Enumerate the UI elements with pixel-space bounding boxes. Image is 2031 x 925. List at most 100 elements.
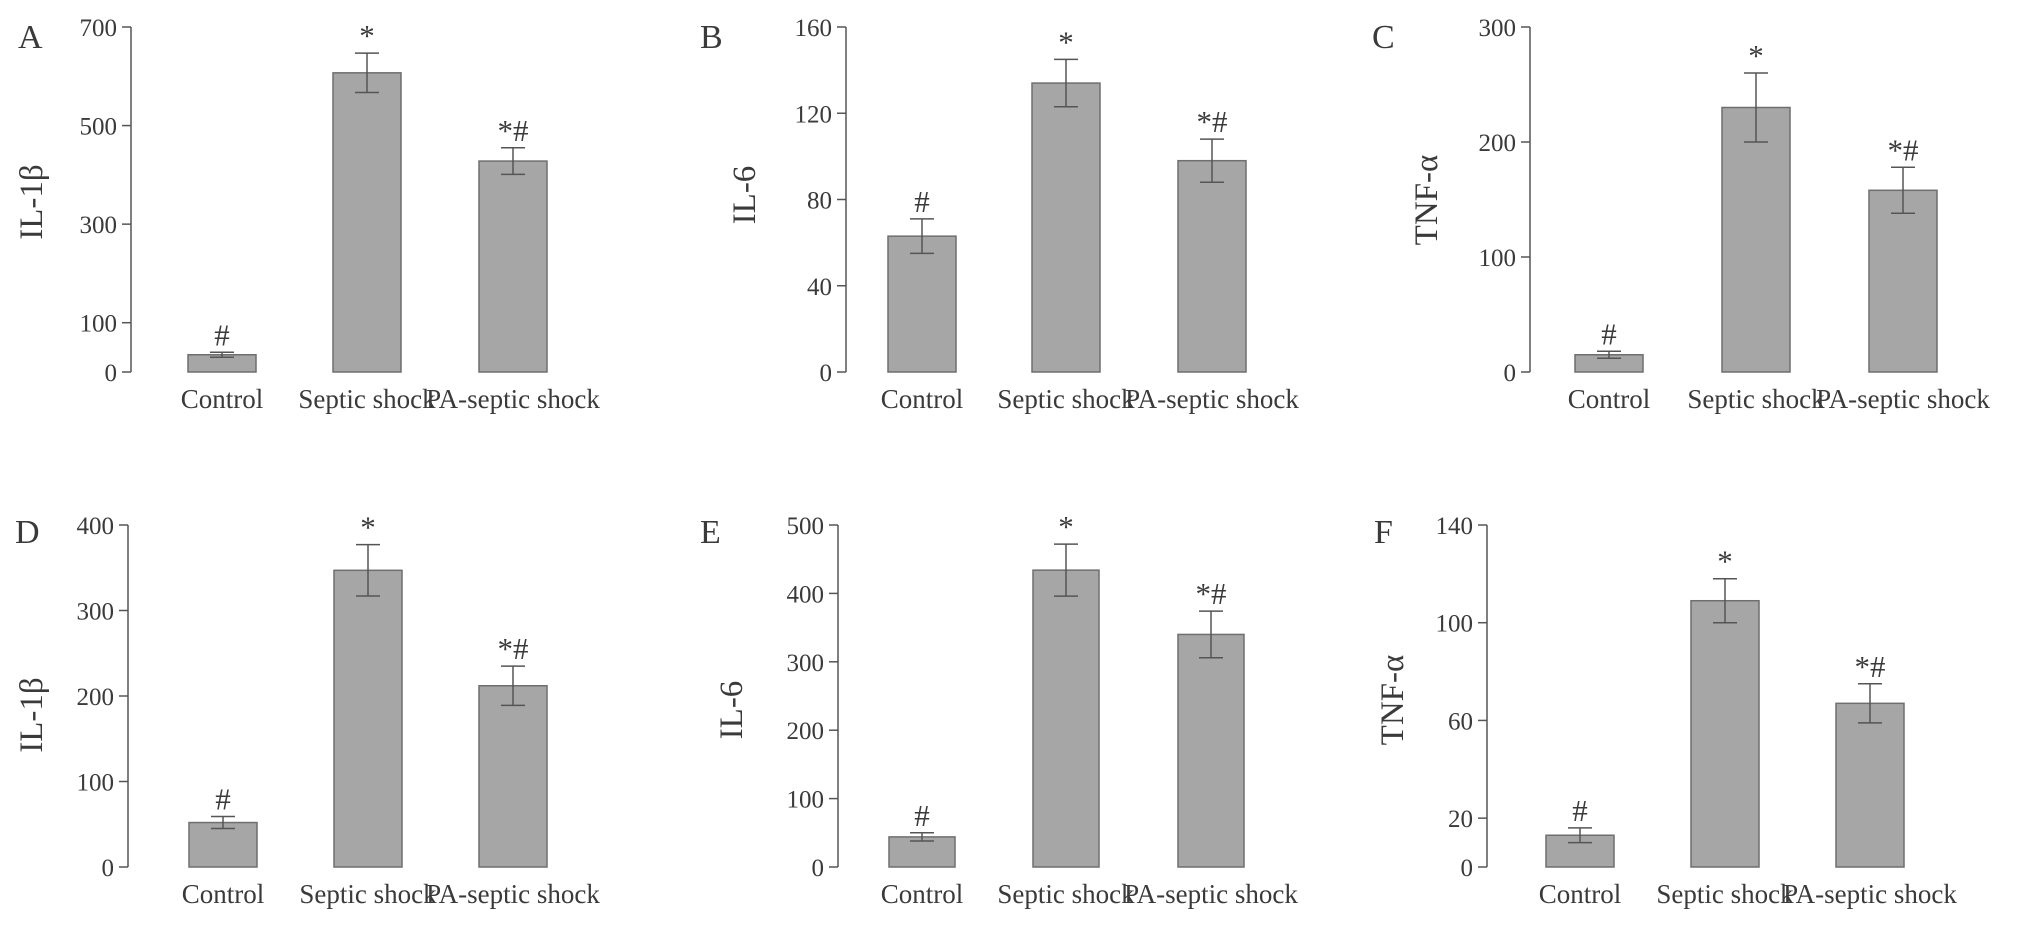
y-tick-label: 200 bbox=[77, 684, 115, 711]
significance-label: * bbox=[1748, 38, 1764, 73]
significance-label: * bbox=[1717, 544, 1733, 579]
significance-label: * bbox=[1058, 24, 1074, 59]
panel-label: E bbox=[700, 514, 721, 551]
x-category-label: Control bbox=[881, 879, 964, 909]
bar bbox=[478, 160, 548, 373]
x-category-label: Control bbox=[181, 384, 264, 414]
significance-label: *# bbox=[498, 113, 529, 148]
significance-label: *# bbox=[1888, 132, 1919, 167]
bar bbox=[888, 836, 956, 868]
bar bbox=[1690, 599, 1760, 868]
significance-label: # bbox=[1572, 793, 1588, 828]
y-axis-title: TNF-α bbox=[1409, 155, 1445, 246]
bar bbox=[332, 72, 402, 373]
panel-label: A bbox=[18, 19, 43, 56]
significance-label: *# bbox=[1855, 649, 1886, 684]
significance-label: # bbox=[1601, 316, 1617, 351]
significance-label: * bbox=[1058, 509, 1074, 544]
y-tick-label: 400 bbox=[787, 581, 825, 608]
significance-label: # bbox=[214, 317, 230, 352]
chart-panel-b: B 0 40 80 120 160 IL-6 # Control * Septic shock *# P… bbox=[700, 15, 1299, 414]
y-tick-label: 300 bbox=[1479, 15, 1517, 42]
x-category-label: PA-septic shock bbox=[1816, 384, 1990, 414]
y-tick-label: 80 bbox=[807, 188, 832, 215]
bar bbox=[478, 684, 548, 868]
y-tick-label: 120 bbox=[795, 101, 833, 128]
y-tick-label: 200 bbox=[1479, 130, 1517, 157]
x-category-label: Septic shock bbox=[1656, 879, 1794, 909]
y-tick-label: 60 bbox=[1448, 708, 1473, 735]
y-tick-label: 100 bbox=[1479, 245, 1517, 272]
y-tick-label: 100 bbox=[787, 787, 825, 814]
x-category-label: PA-septic shock bbox=[1783, 879, 1957, 909]
y-axis-title: IL-1β bbox=[14, 677, 50, 752]
y-tick-label: 200 bbox=[787, 718, 825, 745]
bar bbox=[1835, 702, 1905, 868]
y-tick-label: 40 bbox=[807, 274, 832, 301]
bar bbox=[1177, 633, 1245, 868]
y-tick-label: 300 bbox=[80, 212, 118, 239]
x-category-label: Septic shock bbox=[298, 384, 436, 414]
panel-label: B bbox=[700, 19, 723, 56]
y-tick-label: 100 bbox=[80, 311, 118, 338]
significance-label: *# bbox=[1197, 104, 1228, 139]
significance-label: # bbox=[215, 782, 231, 817]
x-category-label: PA-septic shock bbox=[1125, 384, 1299, 414]
bar bbox=[1868, 189, 1938, 373]
y-tick-label: 700 bbox=[80, 15, 118, 42]
y-axis-title: IL-1β bbox=[14, 164, 50, 239]
x-category-label: Control bbox=[182, 879, 265, 909]
y-tick-label: 160 bbox=[795, 15, 833, 42]
bar bbox=[188, 821, 258, 868]
y-tick-label: 100 bbox=[1436, 611, 1474, 638]
x-category-label: PA-septic shock bbox=[1124, 879, 1298, 909]
panel-label: C bbox=[1372, 19, 1395, 56]
y-tick-label: 500 bbox=[80, 114, 118, 141]
x-category-label: Control bbox=[1539, 879, 1622, 909]
y-tick-label: 0 bbox=[105, 360, 118, 387]
bar bbox=[887, 235, 957, 373]
chart-panel-c: C 0 100 200 300 TNF-α # Control * Septic shock *# P… bbox=[1372, 15, 1990, 414]
y-tick-label: 300 bbox=[787, 650, 825, 677]
bar bbox=[1032, 569, 1100, 868]
significance-label: *# bbox=[498, 631, 529, 666]
bar bbox=[1721, 106, 1791, 373]
y-tick-label: 300 bbox=[77, 599, 115, 626]
x-category-label: Septic shock bbox=[1687, 384, 1825, 414]
significance-label: * bbox=[359, 18, 375, 53]
significance-label: # bbox=[914, 798, 930, 833]
bar bbox=[1031, 82, 1101, 373]
y-tick-label: 20 bbox=[1448, 806, 1473, 833]
x-category-label: PA-septic shock bbox=[426, 879, 600, 909]
panel-label: F bbox=[1374, 514, 1393, 551]
significance-label: *# bbox=[1196, 576, 1227, 611]
chart-panel-f: F 0 20 60 100 140 TNF-α # Control * Septic shock *#… bbox=[1374, 513, 1957, 909]
significance-label: * bbox=[360, 510, 376, 545]
x-category-label: Septic shock bbox=[299, 879, 437, 909]
y-tick-label: 100 bbox=[77, 770, 115, 797]
y-tick-label: 400 bbox=[77, 513, 115, 540]
panel-label: D bbox=[15, 514, 40, 551]
bar bbox=[333, 569, 403, 868]
y-axis-title: IL-6 bbox=[727, 166, 763, 225]
y-tick-label: 0 bbox=[812, 855, 825, 882]
x-category-label: Control bbox=[1568, 384, 1651, 414]
y-tick-label: 140 bbox=[1436, 513, 1474, 540]
chart-panel-e: E 0 100 200 300 400 500 IL-6 # Control * Septic sho… bbox=[700, 509, 1298, 909]
y-axis-title: IL-6 bbox=[714, 681, 750, 740]
y-axis-title: TNF-α bbox=[1375, 655, 1411, 746]
y-tick-label: 0 bbox=[820, 360, 833, 387]
y-tick-label: 0 bbox=[102, 855, 115, 882]
chart-panel-a: A 0 100 300 500 700 IL-1β # Control * Septic shock… bbox=[14, 15, 600, 414]
y-tick-label: 0 bbox=[1504, 360, 1517, 387]
x-category-label: Septic shock bbox=[997, 879, 1135, 909]
y-tick-label: 0 bbox=[1461, 855, 1474, 882]
bar bbox=[1177, 159, 1247, 373]
significance-label: # bbox=[914, 184, 930, 219]
x-category-label: PA-septic shock bbox=[426, 384, 600, 414]
chart-panel-d: D 0 100 200 300 400 IL-1β # Control * Septic shock… bbox=[14, 510, 600, 909]
y-tick-label: 500 bbox=[787, 513, 825, 540]
x-category-label: Septic shock bbox=[997, 384, 1135, 414]
x-category-label: Control bbox=[881, 384, 964, 414]
